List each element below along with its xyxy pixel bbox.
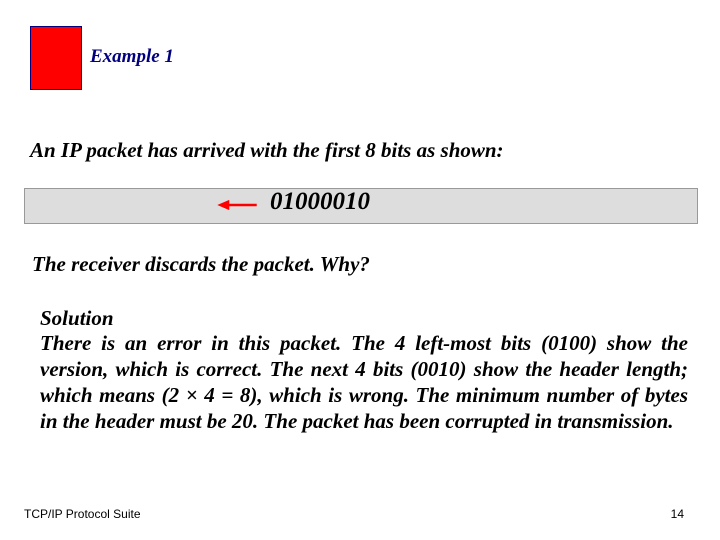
intro-text: An IP packet has arrived with the first … (30, 138, 504, 163)
slide: { "badge": { "x": 30, "y": 26, "w": 50, … (0, 0, 720, 540)
solution-heading: Solution (40, 306, 114, 331)
title-badge (30, 26, 82, 90)
solution-body: There is an error in this packet. The 4 … (40, 330, 688, 434)
arrow-left-icon (214, 198, 260, 210)
page-number: 14 (644, 507, 684, 521)
footer-source: TCP/IP Protocol Suite (24, 507, 141, 521)
question-text: The receiver discards the packet. Why? (32, 252, 370, 277)
bits-value: 01000010 (270, 188, 370, 216)
example-title: Example 1 (90, 46, 174, 68)
